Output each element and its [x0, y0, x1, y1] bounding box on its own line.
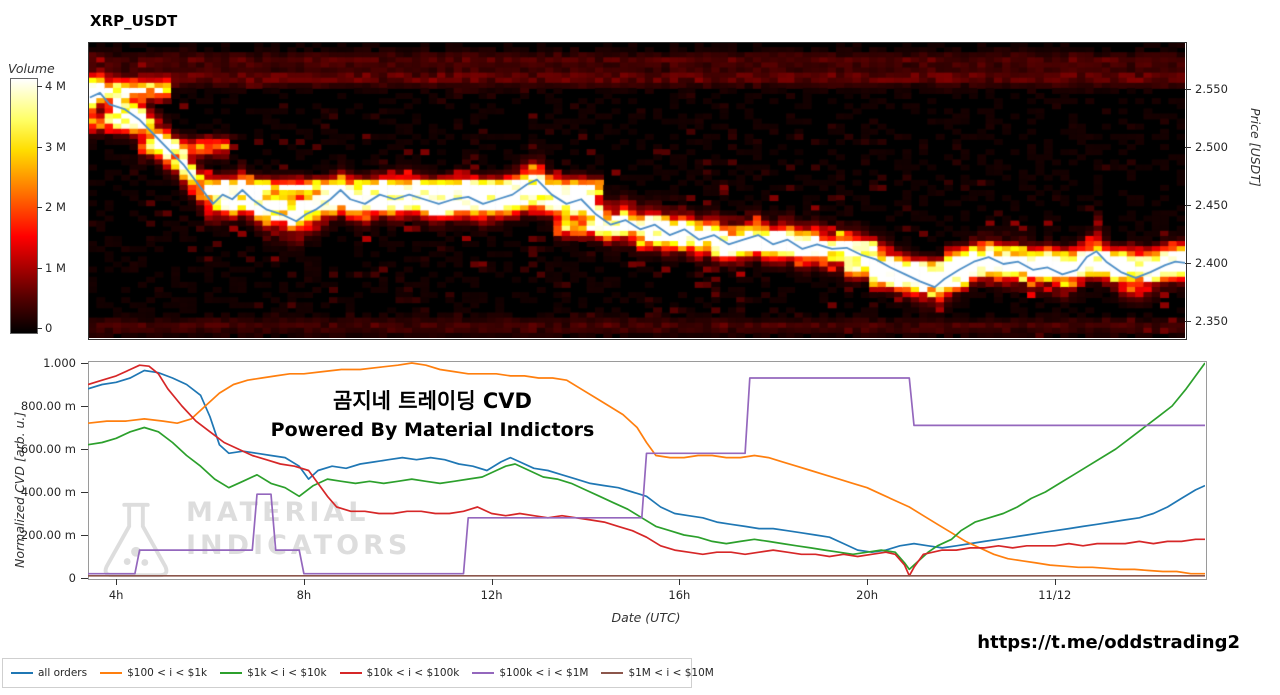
price-tick-mark	[1185, 320, 1191, 322]
legend-item: $100 < i < $1k	[100, 667, 207, 679]
watermark-line-2: INDICATORS	[186, 530, 412, 561]
x-axis-label: Date (UTC)	[611, 610, 681, 625]
legend: all orders $100 < i < $1k $1k < i < $10k $1…	[2, 658, 714, 688]
colorbar-tick-label: 4 M	[45, 79, 66, 93]
price-tick-label: 2.500	[1195, 140, 1228, 155]
overlay-subtitle: Powered By Material Indictors	[270, 419, 595, 441]
watermark-line-1: MATERIAL	[186, 497, 370, 528]
flask-icon	[103, 502, 169, 578]
cvd-xtick-label: 8h	[296, 588, 312, 602]
chart-title: XRP_USDT	[90, 12, 178, 30]
legend-line-sample	[601, 672, 624, 674]
cvd-chart-frame	[88, 361, 1207, 580]
price-tick-mark	[1185, 89, 1191, 91]
cvd-ytick-mark	[81, 449, 88, 450]
price-tick-label: 2.450	[1195, 198, 1228, 213]
cvd-xtick-label: 16h	[668, 588, 691, 602]
cvd-line-chart	[88, 362, 1205, 577]
legend-label: all orders	[38, 667, 88, 679]
legend-label: $10k < i < $100k	[366, 667, 460, 679]
cvd-xtick-label: 4h	[108, 588, 124, 602]
price-tick-mark	[1185, 147, 1191, 149]
legend-item: all orders	[11, 667, 87, 679]
price-tick-label: 2.400	[1195, 255, 1228, 270]
cvd-xtick-label: 20h	[856, 588, 879, 602]
legend-line-sample	[11, 672, 33, 674]
price-tick-label: 2.550	[1195, 82, 1228, 97]
series-line--100k-i-1m	[88, 377, 1205, 575]
legend-line-sample	[339, 672, 362, 674]
telegram-url: https://t.me/oddstrading2	[977, 632, 1240, 653]
cvd-ytick-mark	[81, 363, 88, 364]
cvd-xtick-label: 12h	[480, 588, 503, 602]
cvd-ytick-mark	[81, 535, 88, 536]
colorbar-tick-label: 2 M	[45, 200, 66, 214]
cvd-ytick-label: 0	[68, 571, 76, 585]
series-line--10k-i-100k	[88, 364, 1205, 577]
series-line-all-orders	[88, 369, 1205, 554]
cvd-ytick-mark	[81, 406, 88, 407]
legend-label: $100 < i < $1k	[127, 667, 208, 679]
orderbook-volume-heatmap	[88, 42, 1185, 338]
volume-colorbar	[10, 78, 38, 334]
volume-colorbar-label: Volume	[8, 61, 55, 76]
series-line--1k-i-10k	[88, 362, 1205, 571]
legend-item: $1M < i < $10M	[601, 667, 714, 679]
cvd-ytick-mark	[81, 578, 88, 579]
colorbar-tick-label: 1 M	[45, 260, 66, 275]
legend-line-sample	[220, 672, 243, 674]
price-tick-label: 2.350	[1195, 313, 1228, 328]
legend-line-sample	[100, 672, 123, 674]
legend-line-sample	[472, 672, 495, 674]
legend-label: $1M < i < $10M	[628, 667, 714, 679]
legend-label: $1k < i < $10k	[247, 667, 327, 679]
price-axis-label: Price [USDT]	[1248, 108, 1263, 187]
cvd-axis-label: Normalized CVD [arb. u.]	[12, 411, 27, 568]
series-line--100-i-1k	[88, 362, 1205, 575]
price-tick-mark	[1185, 205, 1191, 207]
cvd-ytick-label: 1.000	[43, 356, 76, 370]
colorbar-tick-label: 0	[45, 321, 53, 335]
legend-label: $100k < i < $1M	[499, 667, 589, 679]
watermark: MATERIAL INDICATORS	[92, 496, 411, 586]
price-tick-mark	[1185, 262, 1191, 264]
legend-item: $1k < i < $10k	[220, 667, 327, 679]
colorbar-tick-label: 3 M	[45, 139, 66, 154]
cvd-ytick-mark	[81, 492, 88, 493]
overlay-title: 곰지네 트레이딩 CVD	[333, 389, 532, 413]
legend-item: $100k < i < $1M	[472, 667, 588, 679]
cvd-xtick-label: 11/12	[1038, 588, 1072, 602]
legend-item: $10k < i < $100k	[339, 667, 460, 679]
